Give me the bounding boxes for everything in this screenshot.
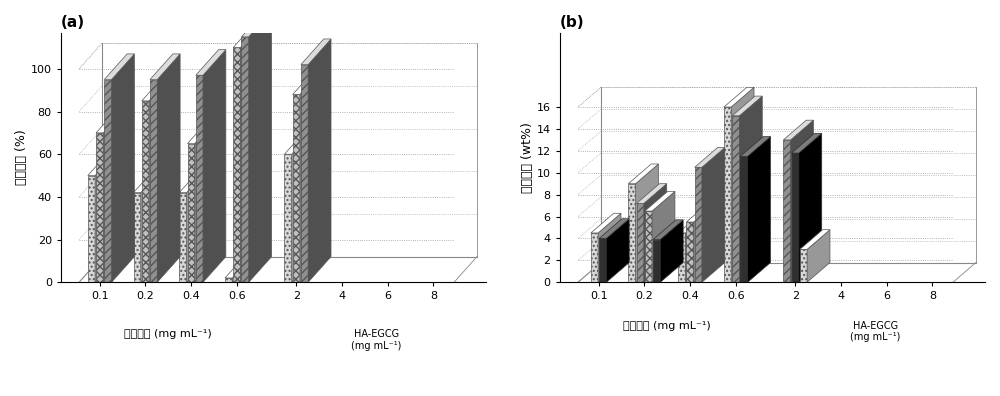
Polygon shape	[652, 191, 675, 282]
Bar	[233, 48, 240, 282]
Polygon shape	[187, 167, 209, 282]
Polygon shape	[103, 107, 126, 282]
Bar	[792, 153, 799, 282]
Y-axis label: 载药效率 (%): 载药效率 (%)	[15, 129, 28, 185]
Polygon shape	[807, 230, 830, 282]
Polygon shape	[149, 75, 172, 282]
Bar	[678, 233, 685, 282]
Polygon shape	[104, 54, 134, 80]
Text: HA-EGCG
(mg mL⁻¹): HA-EGCG (mg mL⁻¹)	[850, 321, 900, 342]
Bar	[695, 167, 702, 282]
Polygon shape	[300, 69, 323, 282]
Polygon shape	[293, 69, 323, 95]
Polygon shape	[598, 213, 621, 282]
Polygon shape	[732, 96, 762, 116]
Polygon shape	[591, 213, 621, 233]
Polygon shape	[142, 75, 172, 101]
Bar	[96, 133, 103, 282]
Polygon shape	[249, 11, 272, 282]
Polygon shape	[653, 220, 683, 240]
Y-axis label: 载药含量 (wt%): 载药含量 (wt%)	[521, 122, 534, 193]
Polygon shape	[301, 39, 331, 65]
Polygon shape	[660, 220, 683, 282]
Text: HA-EGCG
(mg mL⁻¹): HA-EGCG (mg mL⁻¹)	[351, 329, 402, 351]
Polygon shape	[157, 54, 180, 282]
Polygon shape	[284, 129, 315, 154]
Polygon shape	[748, 137, 770, 282]
Bar	[241, 37, 249, 282]
Polygon shape	[792, 133, 822, 153]
Polygon shape	[233, 22, 263, 48]
Bar	[104, 80, 112, 282]
Polygon shape	[203, 50, 226, 282]
Polygon shape	[702, 148, 725, 282]
Polygon shape	[606, 219, 629, 282]
Bar	[599, 238, 606, 282]
Bar	[591, 233, 598, 282]
Text: 舒尼替尼 (mg mL⁻¹): 舒尼替尼 (mg mL⁻¹)	[623, 321, 711, 331]
Polygon shape	[292, 129, 315, 282]
Bar	[686, 222, 694, 282]
Polygon shape	[731, 87, 754, 282]
Bar	[179, 192, 187, 282]
Polygon shape	[141, 167, 164, 282]
Polygon shape	[188, 118, 218, 143]
Bar	[293, 95, 300, 282]
Polygon shape	[240, 22, 263, 282]
Polygon shape	[724, 87, 754, 107]
Bar	[88, 175, 95, 282]
Polygon shape	[644, 184, 667, 282]
Polygon shape	[800, 230, 830, 249]
Text: (b): (b)	[560, 15, 584, 30]
Text: 舒尼替尼 (mg mL⁻¹): 舒尼替尼 (mg mL⁻¹)	[124, 329, 212, 339]
Polygon shape	[232, 252, 255, 282]
Text: (a): (a)	[61, 15, 85, 30]
Polygon shape	[739, 96, 762, 282]
Bar	[732, 116, 739, 282]
Bar	[724, 107, 731, 282]
Bar	[134, 192, 141, 282]
Bar	[645, 211, 652, 282]
Bar	[142, 101, 149, 282]
Polygon shape	[96, 107, 126, 133]
Bar	[301, 65, 308, 282]
Polygon shape	[134, 167, 164, 192]
Polygon shape	[95, 150, 118, 282]
Polygon shape	[225, 252, 255, 278]
Bar	[196, 75, 203, 282]
Polygon shape	[678, 213, 708, 233]
Polygon shape	[88, 150, 118, 175]
Polygon shape	[599, 219, 629, 238]
Bar	[653, 240, 660, 282]
Polygon shape	[112, 54, 134, 282]
Polygon shape	[308, 39, 331, 282]
Polygon shape	[196, 50, 226, 75]
Polygon shape	[628, 164, 658, 184]
Bar	[783, 140, 791, 282]
Polygon shape	[685, 213, 708, 282]
Polygon shape	[791, 120, 813, 282]
Polygon shape	[686, 202, 717, 222]
Bar	[628, 184, 636, 282]
Polygon shape	[783, 120, 813, 140]
Polygon shape	[645, 191, 675, 211]
Bar	[637, 204, 644, 282]
Bar	[740, 156, 748, 282]
Polygon shape	[799, 133, 822, 282]
Polygon shape	[694, 202, 717, 282]
Polygon shape	[740, 137, 770, 156]
Polygon shape	[179, 167, 209, 192]
Bar	[284, 154, 292, 282]
Bar	[800, 249, 807, 282]
Polygon shape	[150, 54, 180, 80]
Bar	[225, 278, 232, 282]
Bar	[150, 80, 157, 282]
Polygon shape	[695, 148, 725, 167]
Polygon shape	[637, 184, 667, 204]
Bar	[188, 143, 195, 282]
Polygon shape	[241, 11, 272, 37]
Polygon shape	[636, 164, 658, 282]
Polygon shape	[195, 118, 218, 282]
